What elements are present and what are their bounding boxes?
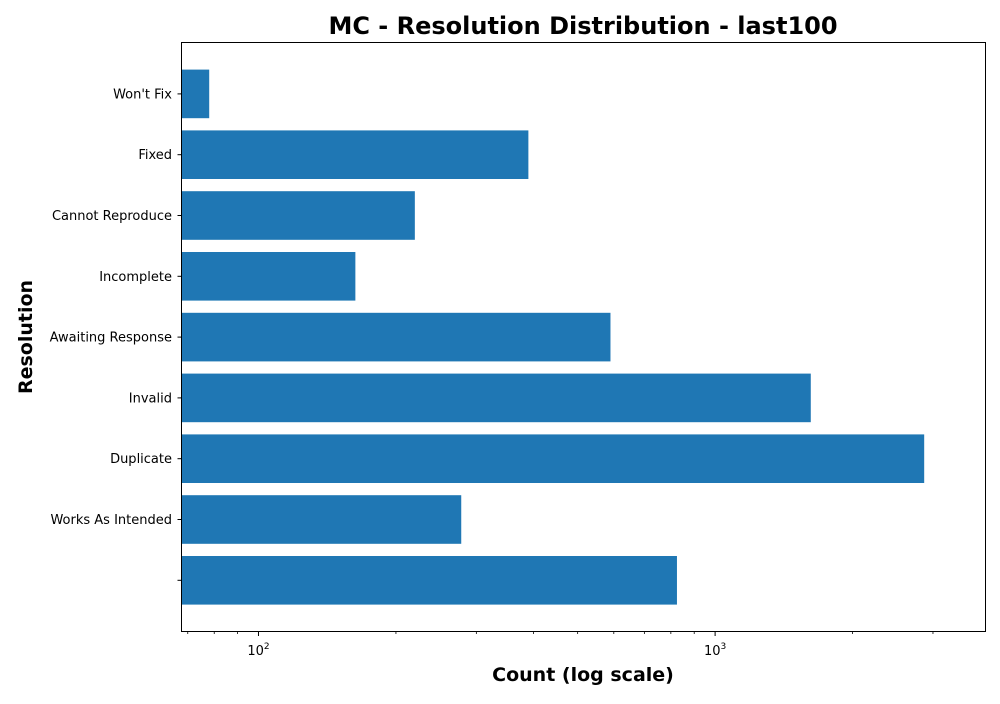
bar: [182, 130, 529, 179]
x-ticks-layer: 102 103: [187, 631, 934, 659]
y-tick-label: Awaiting Response: [50, 331, 172, 346]
bars-layer: [182, 69, 925, 605]
bar: [182, 556, 677, 605]
bar: [182, 191, 415, 240]
y-tick-label: Invalid: [129, 391, 172, 406]
bar: [182, 434, 925, 483]
y-tick-label: Won't Fix: [113, 87, 172, 102]
y-axis-label: Resolution: [15, 280, 37, 394]
x-tick-label: 103: [704, 642, 726, 659]
bar: [182, 252, 356, 301]
y-tick-label: Duplicate: [110, 452, 172, 467]
y-ticks-layer: Won't Fix Fixed Cannot Reproduce Incomplete…: [50, 87, 182, 581]
bar: [182, 312, 611, 362]
y-tick-label: Incomplete: [99, 270, 172, 285]
y-tick-label: Works As Intended: [50, 513, 172, 528]
bar: [182, 373, 811, 423]
y-tick-label: Cannot Reproduce: [52, 209, 172, 224]
plot-frame: [181, 42, 986, 632]
x-tick-label: 102: [247, 642, 269, 659]
x-axis-label: Count (log scale): [492, 664, 674, 686]
y-tick-label: Fixed: [138, 148, 172, 163]
chart-title: MC - Resolution Distribution - last100: [328, 12, 837, 40]
bar: [182, 495, 462, 544]
bar: [182, 69, 210, 119]
